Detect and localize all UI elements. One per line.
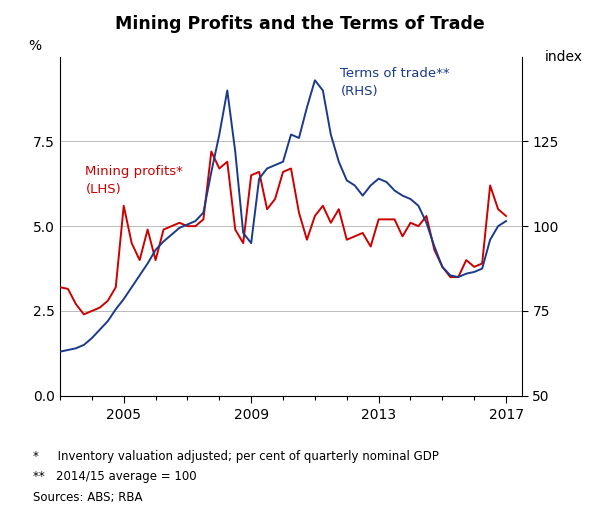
Text: **   2014/15 average = 100: ** 2014/15 average = 100 xyxy=(33,470,197,483)
Y-axis label: index: index xyxy=(545,50,583,64)
Y-axis label: %: % xyxy=(28,39,41,53)
Text: Terms of trade**
(RHS): Terms of trade** (RHS) xyxy=(340,67,450,98)
Text: Mining Profits and the Terms of Trade: Mining Profits and the Terms of Trade xyxy=(115,15,485,33)
Text: Mining profits*
(LHS): Mining profits* (LHS) xyxy=(85,165,184,196)
Text: Sources: ABS; RBA: Sources: ABS; RBA xyxy=(33,491,143,504)
Text: *     Inventory valuation adjusted; per cent of quarterly nominal GDP: * Inventory valuation adjusted; per cent… xyxy=(33,450,439,463)
